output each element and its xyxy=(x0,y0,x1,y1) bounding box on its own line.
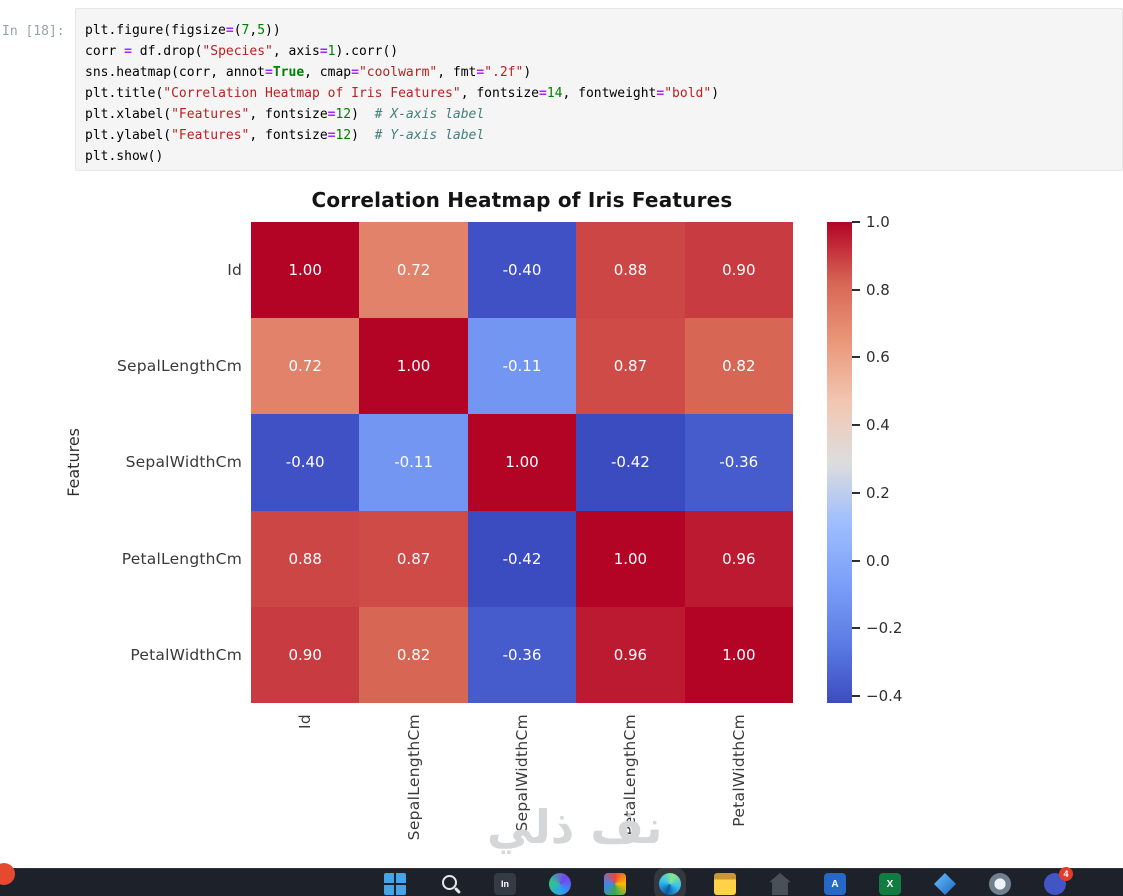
heatmap-cell: 1.00 xyxy=(576,510,685,607)
heatmap-cell: 1.00 xyxy=(467,414,577,511)
y-tick-label: PetalLengthCm xyxy=(121,549,242,568)
watermark-text: نف ذلي xyxy=(487,800,663,854)
word-app-icon[interactable]: A xyxy=(823,872,847,896)
colorbar-tick-mark xyxy=(852,627,860,630)
heatmap-cell: -0.42 xyxy=(576,414,685,511)
y-tick-label: Id xyxy=(227,261,242,280)
colorbar-tick-mark xyxy=(852,491,860,494)
edge-browser-icon[interactable] xyxy=(658,872,682,896)
heatmap-cell: -0.36 xyxy=(467,606,577,703)
code-line: plt.figure(figsize=(7,5)) xyxy=(85,23,281,38)
colorbar-tick-mark xyxy=(852,424,860,427)
colorbar-tick-label: 0.6 xyxy=(866,348,890,367)
code-line: sns.heatmap(corr, annot=True, cmap="cool… xyxy=(85,65,532,80)
code-line: plt.ylabel("Features", fontsize=12) # Y-… xyxy=(85,128,485,143)
heatmap-cell: 0.82 xyxy=(684,318,793,415)
heatmap-cell: 0.87 xyxy=(576,318,685,415)
gem-app-icon[interactable] xyxy=(933,872,957,896)
home-app-icon[interactable] xyxy=(768,872,792,896)
heatmap-cell: 0.72 xyxy=(251,318,360,415)
windows-taskbar: In A X 4 xyxy=(0,867,1123,896)
heatmap-cell: 0.90 xyxy=(684,222,793,319)
file-explorer-icon[interactable] xyxy=(713,872,737,896)
heatmap-cell: 0.88 xyxy=(251,510,360,607)
heatmap-cell: -0.36 xyxy=(684,414,793,511)
code-editor[interactable]: plt.figure(figsize=(7,5)) corr = df.drop(… xyxy=(85,20,719,167)
colorbar-tick-mark xyxy=(852,695,860,698)
cell-input-prompt: In [18]: xyxy=(2,24,65,39)
x-tick-label: SepalLengthCm xyxy=(405,714,423,841)
heatmap-cell: 0.88 xyxy=(576,222,685,319)
chat-app-icon[interactable] xyxy=(548,872,572,896)
y-tick-label: SepalLengthCm xyxy=(116,357,242,376)
code-line: plt.xlabel("Features", fontsize=12) # X-… xyxy=(85,107,485,122)
heatmap-cell: -0.40 xyxy=(251,414,360,511)
heatmap-cell: 1.00 xyxy=(251,222,360,319)
colorbar-tick-label: 0.4 xyxy=(866,416,890,435)
code-line: plt.show() xyxy=(85,149,164,164)
colorbar-tick-label: 0.8 xyxy=(866,280,890,299)
colorbar-tick-label: 0.2 xyxy=(866,483,890,502)
x-tick-label: PetalWidthCm xyxy=(730,714,748,827)
y-tick-label: SepalWidthCm xyxy=(125,453,242,472)
colorbar xyxy=(827,222,852,703)
code-app-icon[interactable]: In xyxy=(493,872,517,896)
colorbar-tick-mark xyxy=(852,559,860,562)
heatmap-cell: -0.11 xyxy=(467,318,577,415)
code-line: plt.title("Correlation Heatmap of Iris F… xyxy=(85,86,720,101)
code-line: corr = df.drop("Species", axis=1).corr() xyxy=(85,44,399,59)
y-tick-labels: Id SepalLengthCm SepalWidthCm PetalLengthCm… xyxy=(30,222,242,703)
colorbar-tick-mark xyxy=(852,356,860,359)
heatmap-grid: 1.00 0.72 -0.40 0.88 0.90 0.72 1.00 -0.11 0.87 0.… xyxy=(251,222,793,703)
recording-indicator-icon xyxy=(0,863,15,885)
notification-badge: 4 xyxy=(1059,867,1073,881)
colorbar-tick-label: 1.0 xyxy=(866,213,890,231)
excel-app-icon[interactable]: X xyxy=(878,872,902,896)
heatmap-cell: 0.96 xyxy=(576,606,685,703)
teams-app-icon[interactable]: 4 xyxy=(1043,867,1073,896)
heatmap-cell: 0.72 xyxy=(359,222,468,319)
heatmap-cell: 0.87 xyxy=(359,510,468,607)
heatmap-cell: -0.42 xyxy=(467,510,577,607)
colorbar-tick-label: −0.2 xyxy=(866,619,903,638)
taskbar-icon-row: In A X 4 xyxy=(383,867,1073,896)
colorbar-tick-mark xyxy=(852,221,860,223)
heatmap-cell: -0.11 xyxy=(359,414,468,511)
search-icon[interactable] xyxy=(438,872,462,896)
x-tick-label: Id xyxy=(296,714,314,730)
colorbar-tick-label: −0.4 xyxy=(866,687,903,706)
heatmap-cell: 0.90 xyxy=(251,606,360,703)
colorbar-tick-label: 0.0 xyxy=(866,551,890,570)
code-cell[interactable]: plt.figure(figsize=(7,5)) corr = df.drop(… xyxy=(75,8,1123,171)
colorbar-tick-mark xyxy=(852,288,860,291)
heatmap-cell: 0.82 xyxy=(359,606,468,703)
heatmap-cell: 1.00 xyxy=(359,318,468,415)
heatmap-cell: 1.00 xyxy=(684,606,793,703)
browser-app-icon[interactable] xyxy=(988,872,1012,896)
y-tick-label: PetalWidthCm xyxy=(130,645,242,664)
start-icon[interactable] xyxy=(383,872,407,896)
photos-app-icon[interactable] xyxy=(603,872,627,896)
heatmap-cell: -0.40 xyxy=(467,222,577,319)
heatmap-cell: 0.96 xyxy=(684,510,793,607)
chart-title: Correlation Heatmap of Iris Features xyxy=(311,188,733,212)
